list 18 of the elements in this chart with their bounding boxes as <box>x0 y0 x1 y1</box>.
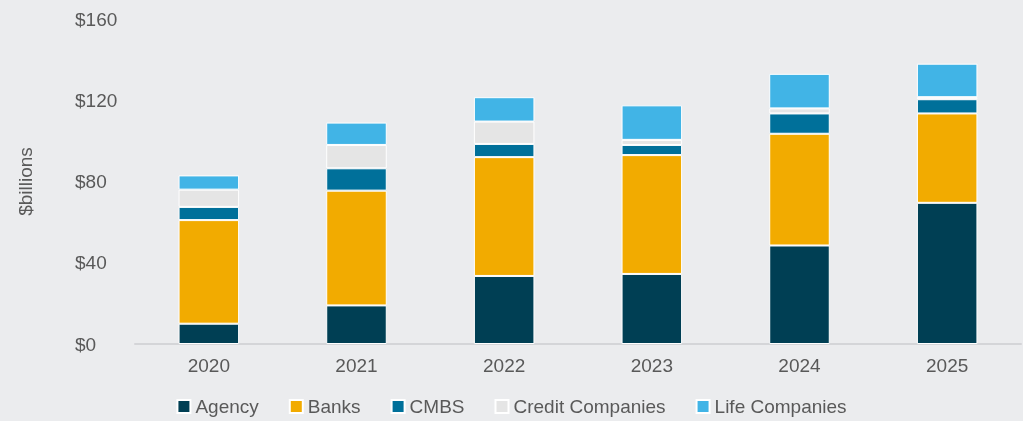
bar <box>916 63 978 98</box>
x-tick-label: 2023 <box>630 355 673 376</box>
x-tick-label: 2022 <box>483 355 526 376</box>
legend-label: CMBS <box>409 396 465 417</box>
y-tick-label: $160 <box>75 8 118 30</box>
y-axis-title: $billions <box>15 147 36 216</box>
x-tick-label: 2024 <box>778 355 822 376</box>
y-tick-label: $0 <box>75 333 97 355</box>
legend-label: Banks <box>307 396 361 417</box>
x-tick-label: 2020 <box>187 355 230 376</box>
y-tick-label: $80 <box>75 171 107 192</box>
y-tick-label: $120 <box>75 89 118 111</box>
x-tick-label: 2025 <box>926 355 969 376</box>
y-tick-label: $40 <box>75 252 107 274</box>
x-tick-label: 2021 <box>335 355 378 376</box>
legend-label: Life Companies <box>714 396 847 417</box>
legend-label: Credit Companies <box>513 396 666 417</box>
legend-label: Agency <box>195 396 260 417</box>
